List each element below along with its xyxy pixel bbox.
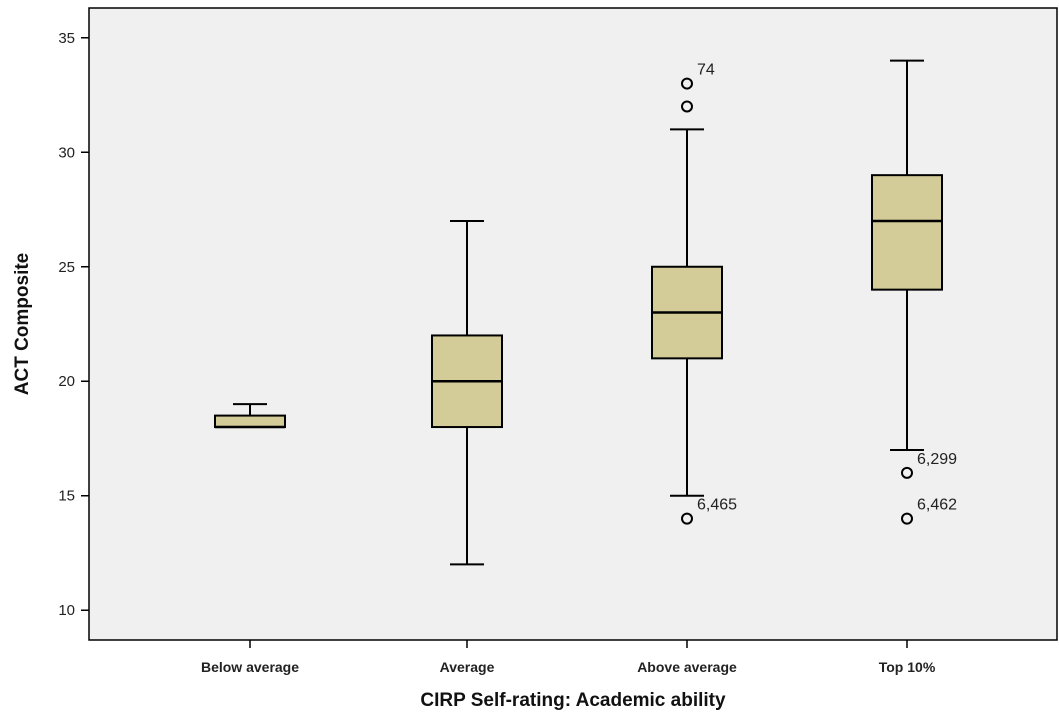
x-axis-title: CIRP Self-rating: Academic ability: [420, 690, 726, 711]
box-iqr: [214, 414, 286, 429]
outlier-label: 6,299: [917, 451, 957, 468]
y-tick-label: 35: [58, 30, 75, 47]
plot-area: [88, 7, 1058, 641]
outlier-label: 6,465: [697, 497, 737, 514]
y-tick-label: 10: [58, 602, 75, 619]
boxes: 74 6,465 6,299 6,462: [214, 59, 957, 566]
outlier-label: 6,462: [917, 497, 957, 514]
outlier-point: [901, 512, 913, 525]
x-axis: Below average Average Above average Top 10%: [201, 640, 936, 675]
y-tick-label: 25: [58, 259, 75, 276]
box-iqr: [871, 174, 943, 291]
y-tick-label: 15: [58, 488, 75, 505]
box-group: [214, 403, 286, 429]
x-tick-label: Above average: [637, 659, 737, 675]
box-group: 74 6,465: [651, 62, 737, 525]
y-tick-label: 20: [58, 373, 75, 390]
outlier-label: 74: [697, 62, 715, 79]
y-tick-label: 30: [58, 144, 75, 161]
outlier-point: [681, 77, 693, 90]
y-axis-title: ACT Composite: [12, 253, 33, 396]
x-tick-label: Top 10%: [879, 659, 936, 675]
y-axis: 10 15 20 25 30 35: [58, 30, 89, 619]
outlier-point: [681, 512, 693, 525]
x-tick-label: Below average: [201, 659, 299, 675]
box-group: [431, 219, 503, 566]
outlier-point: [681, 100, 693, 113]
x-tick-label: Average: [440, 659, 495, 675]
outlier-point: [901, 466, 913, 479]
box-group: 6,299 6,462: [871, 59, 957, 525]
